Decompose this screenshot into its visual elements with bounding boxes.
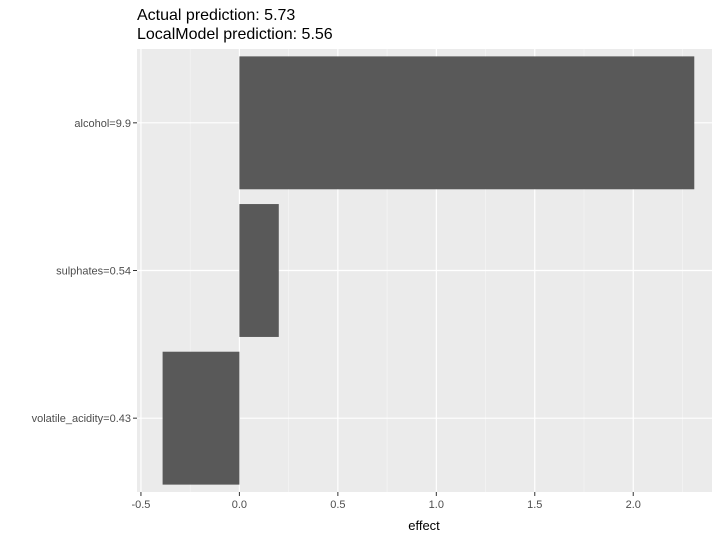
bars	[162, 56, 695, 485]
x-tick-label: -0.5	[131, 499, 150, 511]
x-tick-label: 0.5	[330, 499, 345, 511]
x-tick-label: 1.0	[429, 499, 444, 511]
x-tick-label: 1.5	[527, 499, 542, 511]
x-tick-label: 2.0	[626, 499, 641, 511]
bar	[239, 204, 279, 337]
x-tick-label: 0.0	[232, 499, 247, 511]
x-axis-title: effect	[408, 518, 440, 533]
y-axis: alcohol=9.9 sulphates=0.54 volatile_acidit…	[32, 118, 137, 425]
y-tick-label: sulphates=0.54	[56, 266, 131, 278]
bar	[239, 56, 695, 190]
x-axis: -0.5 0.0 0.5 1.0 1.5 2.0	[131, 492, 641, 511]
y-tick-label: volatile_acidity=0.43	[32, 413, 131, 425]
bar	[162, 351, 240, 485]
chart-title: Actual prediction: 5.73 LocalModel predi…	[137, 7, 333, 43]
chart-title-line-2: LocalModel prediction: 5.56	[137, 26, 333, 43]
chart-title-line-1: Actual prediction: 5.73	[137, 7, 295, 24]
y-tick-label: alcohol=9.9	[74, 118, 131, 130]
